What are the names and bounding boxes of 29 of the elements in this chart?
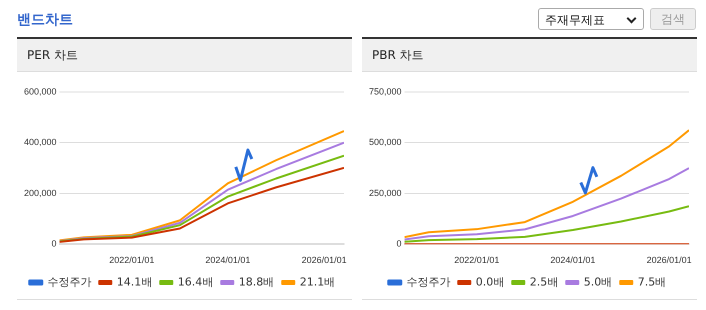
legend-label: 2.5배 [530,275,558,288]
dropdown-field: 주재무제표 [538,8,644,30]
x-tick-label: 2024/01/01 [550,255,596,266]
y-tick-label: 0 [396,238,402,249]
chart-title: PBR 차트 [362,39,697,72]
legend-label: 16.4배 [178,275,214,288]
chart-title: PER 차트 [17,39,352,72]
y-tick-label: 600,000 [24,86,57,96]
legend-label: 18.8배 [238,275,274,288]
x-tick-label: 2026/01/01 [646,255,692,266]
x-tick-label: 2022/01/01 [454,255,500,266]
legend-label: 수정주가 [47,275,92,288]
y-tick-label: 0 [52,238,57,249]
legend-label: 수정주가 [406,275,450,288]
y-tick-label: 200,000 [24,188,57,198]
x-tick-label: 2024/01/01 [205,255,250,266]
legend-label: 0.0배 [476,275,504,288]
y-tick-label: 500,000 [368,137,402,148]
legend-label: 14.1배 [116,275,152,288]
x-tick-label: 2026/01/01 [302,255,347,266]
y-tick-label: 250,000 [368,188,402,198]
y-tick-label: 750,000 [368,86,402,96]
y-tick-label: 400,000 [24,137,57,148]
search-button: 검색 [650,8,696,30]
legend-label: 21.1배 [300,275,336,288]
text: 밴드차트 [17,11,73,29]
x-tick-label: 2022/01/01 [109,255,154,266]
legend-label: 5.0배 [584,275,612,288]
legend-label: 7.5배 [638,275,666,288]
